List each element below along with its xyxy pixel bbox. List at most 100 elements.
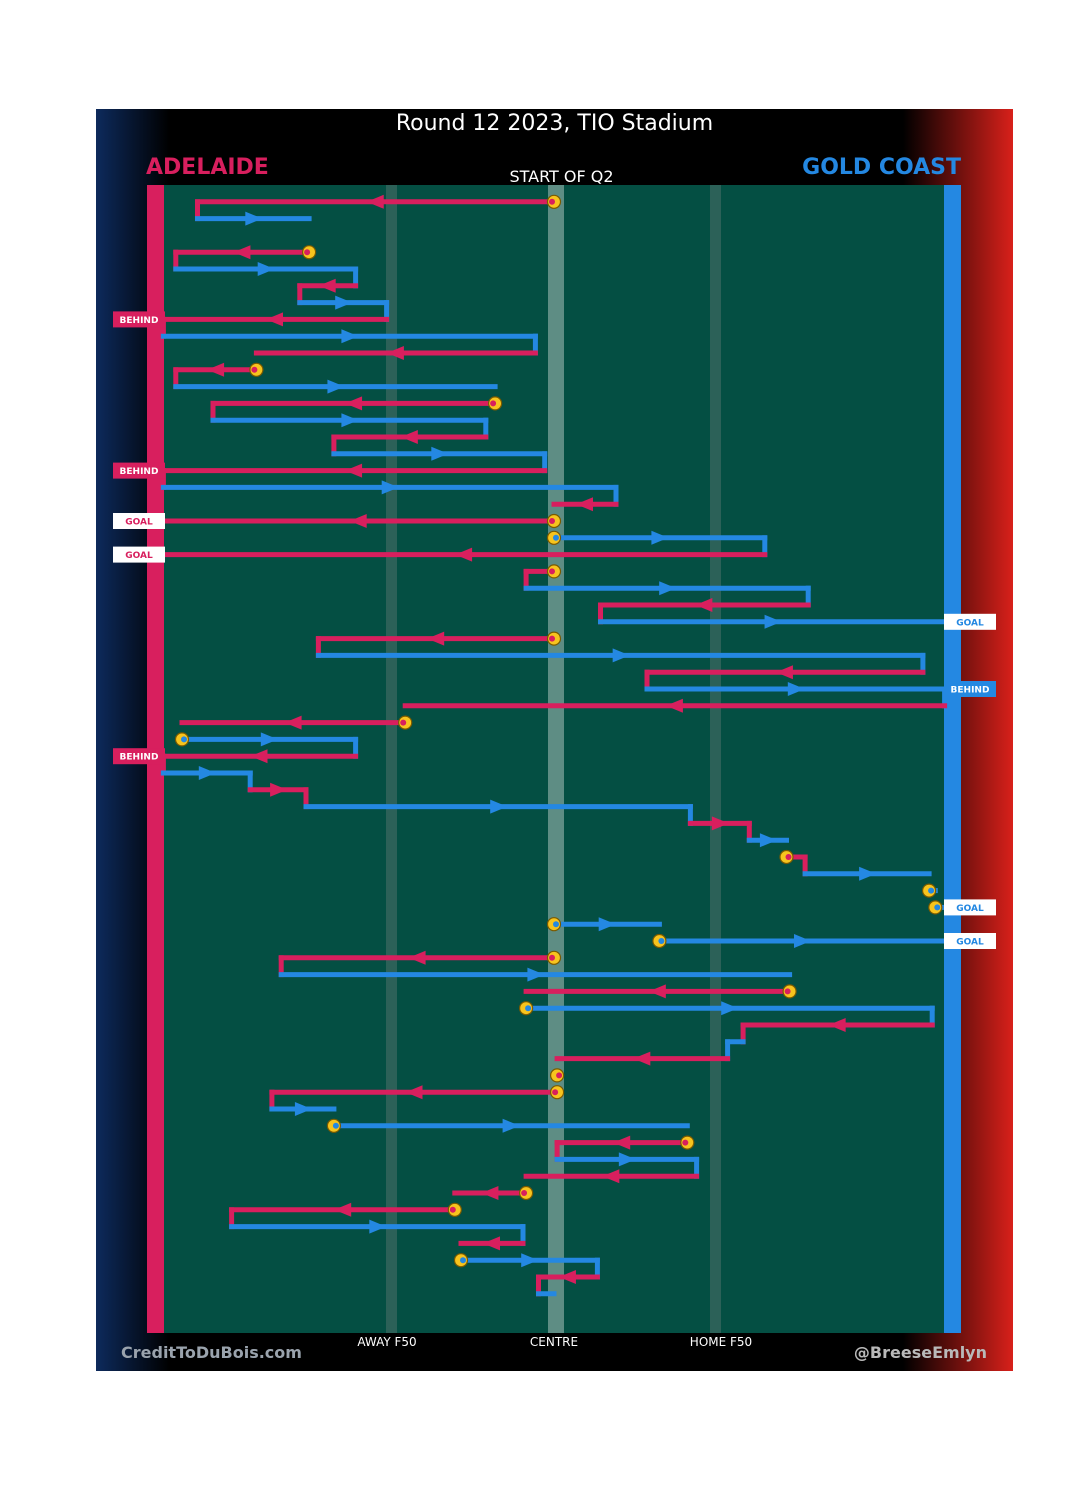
direction-arrow — [490, 799, 508, 814]
direction-arrow — [341, 413, 359, 428]
direction-arrow — [431, 446, 449, 461]
direction-arrow — [341, 329, 359, 344]
direction-arrow — [366, 194, 384, 209]
stoppage-marker-dot — [549, 568, 555, 575]
direction-arrow — [207, 362, 225, 377]
home-team-label: ADELAIDE — [146, 155, 269, 180]
direction-arrow — [400, 430, 418, 444]
direction-arrow — [198, 766, 216, 780]
direction-arrow — [369, 1219, 387, 1234]
stoppage-marker-dot — [785, 854, 792, 860]
direction-arrow — [481, 1186, 499, 1200]
away-goal-bar — [944, 185, 961, 1333]
direction-arrow — [618, 1152, 636, 1167]
stoppage-marker-dot — [549, 954, 555, 961]
x-tick-home-f50: HOME F50 — [689, 1335, 753, 1349]
direction-arrow — [794, 934, 811, 948]
direction-arrow — [318, 278, 336, 293]
away-team-label: GOLD COAST — [802, 155, 961, 180]
stoppage-marker-dot — [525, 1005, 532, 1012]
outcome-label: GOAL — [125, 551, 153, 561]
direction-arrow — [266, 312, 283, 327]
direction-arrow — [612, 648, 630, 663]
outcome-label: BEHIND — [120, 316, 159, 326]
stoppage-marker-dot — [181, 736, 187, 743]
direction-arrow — [381, 480, 399, 495]
outcome-label: BEHIND — [120, 467, 159, 477]
direction-arrow — [349, 514, 367, 528]
stoppage-marker-dot — [553, 534, 559, 541]
direction-arrow — [345, 396, 363, 411]
outcome-badge — [113, 513, 165, 529]
stoppage-marker-dot — [784, 988, 791, 995]
outcome-label: BEHIND — [951, 686, 990, 696]
direction-arrow — [711, 816, 729, 831]
quarter-start-label: START OF Q2 — [509, 167, 614, 186]
direction-arrow — [335, 295, 353, 310]
outcome-badge — [944, 613, 996, 630]
outcome-label: GOAL — [125, 518, 153, 528]
direction-arrow — [602, 1169, 620, 1184]
stoppage-marker-dot — [658, 938, 665, 944]
direction-arrow — [502, 1118, 520, 1133]
stoppage-marker-dot — [934, 904, 941, 911]
direction-arrow — [345, 463, 363, 478]
stoppage-marker-dot — [490, 400, 497, 407]
stoppage-marker-dot — [552, 1089, 559, 1096]
centre-band — [548, 185, 564, 1333]
outcome-badge — [113, 748, 165, 765]
direction-arrow — [764, 614, 782, 629]
direction-arrow — [245, 211, 263, 226]
stoppage-marker-dot — [460, 1257, 466, 1264]
score-outcome-labels: BEHIND BEHIND GOAL GOAL GOAL BEHIND BEHIND GOAL… — [113, 311, 996, 949]
stoppage-marker-dot — [553, 921, 559, 928]
away-f50-line — [386, 185, 397, 1333]
direction-arrow — [787, 682, 805, 696]
outcome-badge — [944, 681, 996, 697]
direction-arrow — [250, 749, 268, 764]
direction-arrow — [257, 262, 275, 276]
outcome-label: GOAL — [956, 618, 984, 628]
outcome-label: BEHIND — [120, 753, 159, 763]
stoppage-marker-dot — [549, 635, 555, 642]
stoppage-marker-dot — [556, 1072, 563, 1079]
chart-poster: BEHIND BEHIND GOAL GOAL GOAL BEHIND BEHIND GOAL… — [96, 109, 1013, 1371]
direction-arrow — [695, 598, 713, 612]
stoppage-marker-dot — [400, 719, 407, 726]
stoppage-marker-dot — [549, 198, 555, 205]
direction-arrow — [270, 782, 288, 797]
direction-arrow — [651, 530, 669, 545]
outcome-badge — [944, 933, 996, 949]
stoppage-markers — [174, 194, 943, 1268]
direction-arrow — [665, 698, 683, 713]
direction-arrow — [455, 547, 473, 562]
direction-arrow — [284, 715, 302, 730]
direction-arrow — [334, 1202, 352, 1217]
direction-arrow — [386, 346, 404, 360]
direction-arrow — [521, 1253, 539, 1268]
direction-arrow — [759, 833, 777, 848]
direction-arrow — [405, 1085, 423, 1100]
stoppage-marker-dot — [928, 887, 935, 894]
x-tick-away-f50: AWAY F50 — [357, 1335, 417, 1349]
direction-arrow — [859, 866, 877, 881]
outcome-badge — [113, 546, 165, 563]
direction-arrow — [260, 732, 278, 747]
home-f50-line — [710, 185, 721, 1333]
direction-arrow — [483, 1236, 500, 1251]
stoppage-marker-dot — [304, 249, 311, 256]
direction-arrow — [558, 1270, 576, 1284]
outcome-badge — [113, 462, 165, 479]
stoppage-marker-dot — [521, 1190, 528, 1196]
direction-arrow — [659, 581, 677, 596]
direction-arrow — [613, 1135, 631, 1150]
outcome-label: GOAL — [956, 904, 984, 914]
footer-credit-right: @BreeseEmlyn — [853, 1343, 987, 1362]
direction-arrow — [721, 1001, 739, 1016]
direction-arrow — [633, 1051, 651, 1066]
stoppage-marker-dot — [549, 518, 555, 524]
direction-arrow — [408, 950, 426, 965]
footer-credit-left: CreditToDuBois.com — [121, 1343, 302, 1362]
direction-arrow — [233, 245, 251, 260]
direction-arrow — [527, 967, 545, 982]
